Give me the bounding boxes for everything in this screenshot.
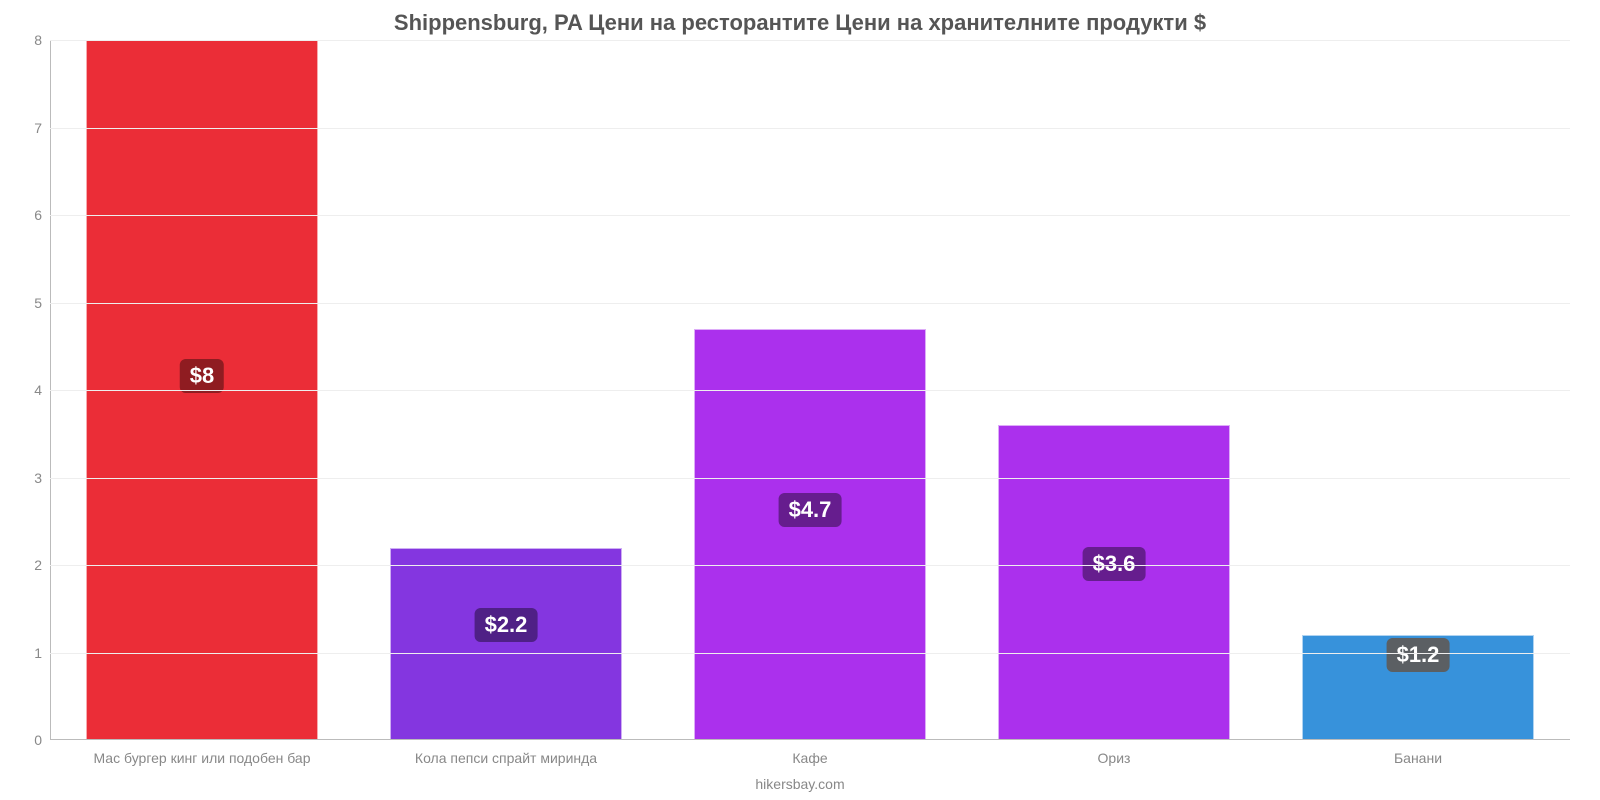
value-badge: $8 [180,359,224,393]
grid-line [50,390,1570,391]
grid-line [50,653,1570,654]
x-tick-label: Кафе [792,740,827,766]
y-tick-label: 4 [34,382,50,398]
y-tick-label: 5 [34,295,50,311]
x-axis-line [50,739,1570,740]
chart-credit: hikersbay.com [0,776,1600,792]
bar: $1.2 [1302,635,1533,740]
value-badge: $3.6 [1083,547,1146,581]
grid-line [50,40,1570,41]
y-tick-label: 2 [34,557,50,573]
grid-line [50,565,1570,566]
value-badge: $4.7 [779,493,842,527]
y-tick-label: 1 [34,645,50,661]
grid-line [50,303,1570,304]
price-bar-chart: Shippensburg, PA Цени на ресторантите Це… [0,0,1600,800]
y-tick-label: 7 [34,120,50,136]
chart-title: Shippensburg, PA Цени на ресторантите Це… [0,0,1600,36]
y-tick-label: 0 [34,732,50,748]
x-tick-label: Мас бургер кинг или подобен бар [93,740,310,766]
x-tick-label: Кола пепси спрайт миринда [415,740,597,766]
grid-line [50,215,1570,216]
grid-line [50,478,1570,479]
value-badge: $1.2 [1387,638,1450,672]
bar: $2.2 [390,548,621,741]
plot-area: $8Мас бургер кинг или подобен бар$2.2Кол… [50,40,1570,740]
y-tick-label: 6 [34,207,50,223]
bar: $3.6 [998,425,1229,740]
x-tick-label: Банани [1394,740,1442,766]
grid-line [50,128,1570,129]
x-tick-label: Ориз [1098,740,1131,766]
y-tick-label: 3 [34,470,50,486]
y-tick-label: 8 [34,32,50,48]
value-badge: $2.2 [475,608,538,642]
